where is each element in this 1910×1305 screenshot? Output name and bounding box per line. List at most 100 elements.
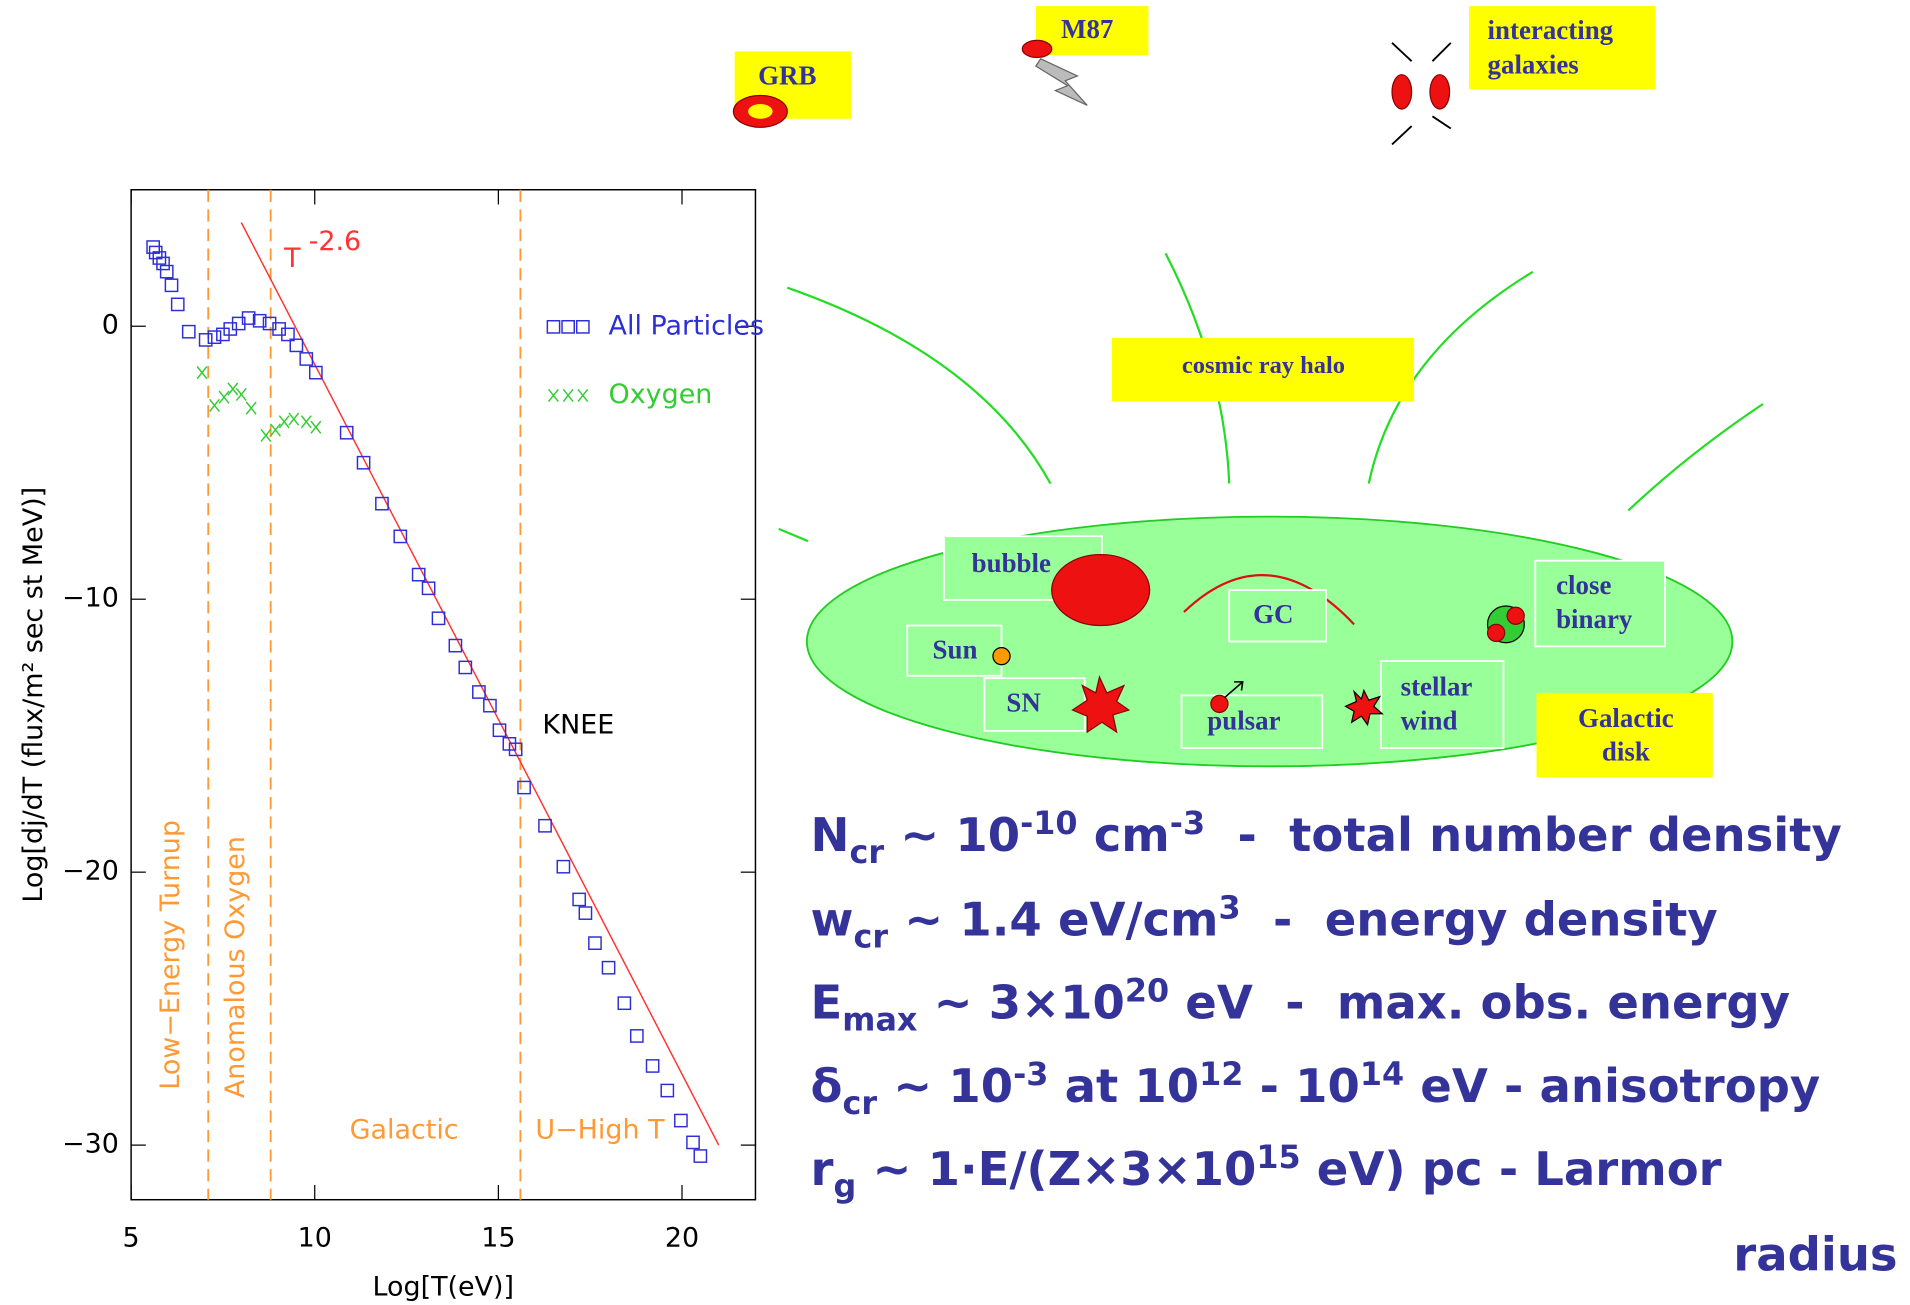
legend-marker xyxy=(577,321,589,333)
formula-part: -3 xyxy=(1013,1055,1048,1093)
sun-label: Sun xyxy=(933,635,978,665)
disk-label: disk xyxy=(1602,736,1650,766)
point xyxy=(300,353,312,365)
point xyxy=(172,298,184,310)
legend-label: Oxygen xyxy=(609,379,713,410)
grb-icon-core xyxy=(748,104,772,119)
legend-marker xyxy=(578,389,588,401)
formula-part: ~ 10 xyxy=(877,1059,1013,1113)
wind-label: wind xyxy=(1401,706,1458,736)
formula-line: Emax ~ 3×1020 eV - max. obs. energy xyxy=(811,971,1790,1038)
formula-line: rg ~ 1·E/(Z×3×1015 eV) pc - Larmor xyxy=(811,1138,1722,1205)
halo-label: cosmic ray halo xyxy=(1182,352,1345,379)
binary-label: close xyxy=(1556,570,1611,600)
formula-part: ~ 10 xyxy=(884,808,1020,862)
region-label: Low−Energy Turnup xyxy=(155,820,186,1090)
formula-part: eV - anisotropy xyxy=(1404,1059,1820,1113)
binary-star xyxy=(1488,624,1505,641)
formula-part: 14 xyxy=(1360,1055,1404,1093)
formula-part: cr xyxy=(842,1084,877,1122)
formula-part: max xyxy=(842,1001,918,1039)
point xyxy=(618,997,630,1009)
formula-part: cm xyxy=(1078,808,1170,862)
point xyxy=(394,530,406,542)
disk-label: Galactic xyxy=(1578,703,1674,733)
point xyxy=(210,399,220,411)
y-tick-label: −30 xyxy=(62,1129,119,1160)
legend-marker xyxy=(563,389,573,401)
formula-part: 15 xyxy=(1256,1138,1300,1176)
formula-part: g xyxy=(833,1167,856,1205)
formulas: Ncr ~ 10-10 cm-3 - total number density w… xyxy=(811,804,1898,1282)
fit-exponent: -2.6 xyxy=(309,226,362,257)
formula-part: - energy density xyxy=(1241,892,1718,946)
formula-part: eV) pc - Larmor xyxy=(1301,1142,1722,1196)
formula-part: - total number density xyxy=(1205,808,1842,862)
point xyxy=(271,424,281,436)
point xyxy=(432,612,444,624)
x-tick-label: 5 xyxy=(123,1222,140,1253)
sun-icon xyxy=(993,648,1010,665)
formula-line: Ncr ~ 10-10 cm-3 - total number density xyxy=(811,804,1842,871)
bubble-icon xyxy=(1052,555,1150,626)
formula-part: cr xyxy=(854,918,889,956)
point xyxy=(473,686,485,698)
slide: GRB M87 interacting galaxies cosmic ray … xyxy=(0,0,1910,1305)
point xyxy=(647,1060,659,1072)
point xyxy=(631,1030,643,1042)
point xyxy=(573,893,585,905)
bubble-label: bubble xyxy=(972,548,1051,578)
point xyxy=(557,861,569,873)
point xyxy=(200,334,212,346)
point xyxy=(694,1150,706,1162)
galaxies-label: interacting xyxy=(1488,15,1614,45)
point xyxy=(579,907,591,919)
formula-part: w xyxy=(811,892,854,946)
point xyxy=(246,402,256,414)
formula-part: eV - max. obs. energy xyxy=(1169,976,1790,1030)
region-label: U−High T xyxy=(535,1115,665,1146)
formula-part: E xyxy=(811,976,843,1030)
point xyxy=(310,367,322,379)
x-axis-label: Log[T(eV)] xyxy=(373,1271,515,1302)
formula-part: ~ 1.4 eV/cm xyxy=(888,892,1218,946)
region-label: Anomalous Oxygen xyxy=(220,836,251,1098)
legend-marker xyxy=(547,321,559,333)
legend-marker xyxy=(549,389,559,401)
point xyxy=(687,1136,699,1148)
formula-part: N xyxy=(811,808,850,862)
sn-label: SN xyxy=(1006,687,1041,717)
annotation: KNEE xyxy=(542,709,614,740)
point xyxy=(539,820,551,832)
point xyxy=(661,1084,673,1096)
galaxy xyxy=(1430,75,1450,109)
pulsar-icon xyxy=(1211,695,1228,712)
point xyxy=(165,279,177,291)
formula-part: 3 xyxy=(1218,888,1240,926)
point xyxy=(675,1114,687,1126)
formula-part: radius xyxy=(1733,1228,1897,1282)
point xyxy=(301,416,311,428)
page: GRB M87 interacting galaxies cosmic ray … xyxy=(0,0,1910,1305)
point xyxy=(341,427,353,439)
point xyxy=(311,421,321,433)
formula-part: at 10 xyxy=(1048,1059,1199,1113)
x-tick-label: 15 xyxy=(481,1222,515,1253)
formula-part: δ xyxy=(811,1059,843,1113)
legend-marker xyxy=(562,321,574,333)
formula-part: cr xyxy=(849,833,884,871)
formula-line: δcr ~ 10-3 at 1012 - 1014 eV - anisotrop… xyxy=(811,1055,1821,1122)
point xyxy=(589,937,601,949)
point xyxy=(161,266,173,278)
formula-line: wcr ~ 1.4 eV/cm3 - energy density xyxy=(811,888,1718,955)
y-axis-label: Log[dj/dT (flux/m² sec st MeV)] xyxy=(18,487,49,903)
point xyxy=(197,367,207,379)
x-tick-label: 10 xyxy=(298,1222,332,1253)
y-tick-label: −10 xyxy=(62,583,119,614)
binary-label: binary xyxy=(1556,604,1633,634)
x-tick-label: 20 xyxy=(665,1222,699,1253)
fit-label: T xyxy=(283,243,301,274)
formula-part: ~ 3×10 xyxy=(917,976,1124,1030)
region-label: Galactic xyxy=(350,1115,459,1146)
y-tick-label: −20 xyxy=(62,856,119,887)
